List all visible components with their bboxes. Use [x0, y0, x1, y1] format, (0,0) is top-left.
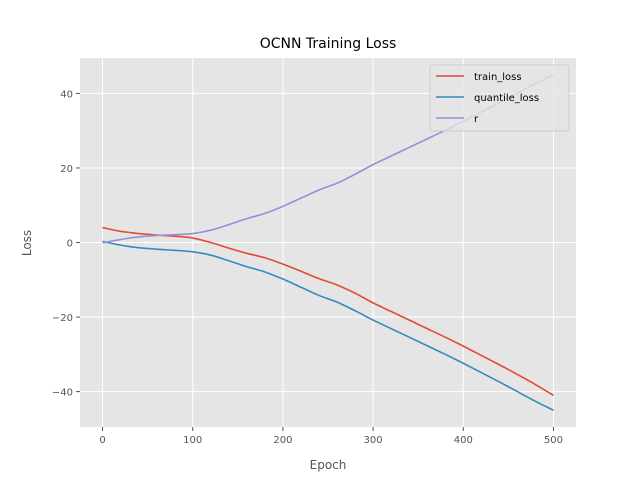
x-tick-label: 400 [454, 435, 473, 446]
x-tick-label: 100 [183, 435, 202, 446]
y-tick-label: −40 [52, 388, 73, 399]
legend-label-train-loss: train_loss [474, 72, 522, 83]
y-tick-label: −20 [52, 313, 73, 324]
x-tick-label: 200 [273, 435, 292, 446]
series-line-train-loss [102, 226, 554, 397]
chart-title: OCNN Training Loss [260, 36, 397, 52]
legend: train_loss quantile_loss r [429, 64, 570, 132]
x-tick-label: 300 [364, 435, 383, 446]
legend-box [429, 64, 570, 132]
y-tick-label: 40 [60, 89, 73, 100]
y-axis-label: Loss [20, 230, 34, 256]
y-axis-ticks: −40 −20 0 20 40 [52, 89, 80, 399]
legend-label-r: r [474, 114, 479, 125]
y-tick-label: 20 [60, 164, 73, 175]
x-tick-label: 0 [99, 435, 105, 446]
series-line-quantile-loss [102, 240, 554, 411]
legend-label-quantile-loss: quantile_loss [474, 93, 539, 104]
x-tick-label: 500 [544, 435, 563, 446]
x-axis-ticks: 0 100 200 300 400 500 [99, 427, 563, 446]
y-tick-label: 0 [67, 239, 73, 250]
x-axis-label: Epoch [310, 458, 347, 472]
